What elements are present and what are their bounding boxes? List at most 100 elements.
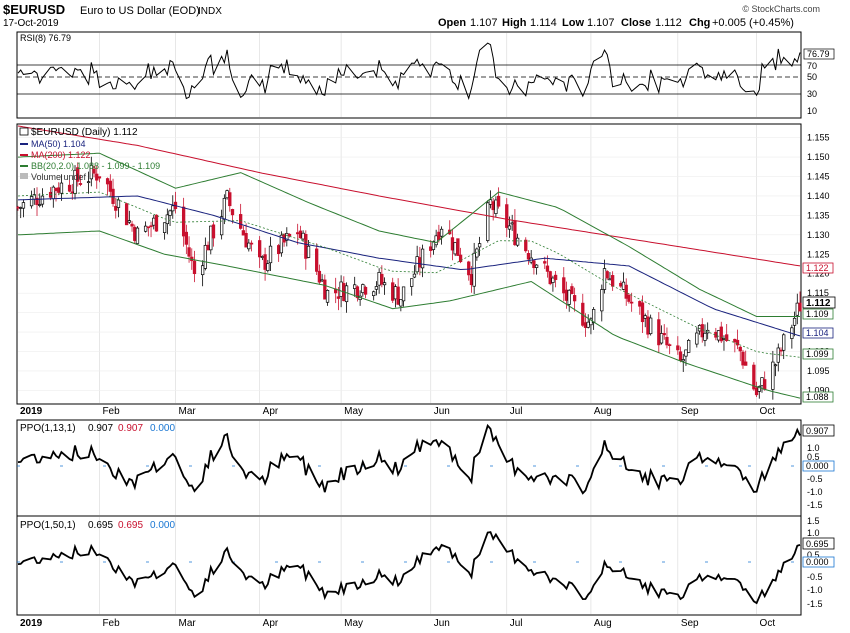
candle-body (57, 187, 61, 193)
candle-body (700, 324, 704, 338)
candle-body (551, 277, 555, 283)
candle-body (458, 254, 463, 263)
candle-body (230, 209, 235, 216)
candle-body (40, 195, 45, 205)
candle-body (393, 286, 398, 300)
open-label: Open (438, 17, 466, 29)
price-tick-label: 1.090 (807, 385, 830, 395)
candle-body (798, 302, 802, 312)
ppo1-zero-tag: 0.000 (806, 461, 829, 471)
ppo2-tick-1-5: 1.5 (807, 516, 820, 526)
candle-body (135, 227, 140, 244)
candle-body (76, 167, 80, 182)
candle-body (374, 286, 379, 290)
candle-body (469, 274, 474, 286)
candle-body (143, 225, 148, 232)
candle-body (450, 237, 455, 251)
ppo1-legend-v2: 0.907 (118, 423, 143, 434)
candle-body (298, 230, 303, 239)
candle-body (263, 254, 267, 270)
candle-body (154, 214, 159, 232)
candle-body (738, 346, 742, 352)
low-value: 1.107 (587, 17, 615, 29)
candle-body (505, 204, 509, 228)
ppo1-tick-neg1: -1.0 (807, 487, 823, 497)
x-axis-label: Sep (681, 406, 699, 417)
rsi-legend: RSI(8) 76.79 (20, 33, 71, 43)
ppo1-tick-0-5: 0.5 (807, 452, 820, 462)
candle-body (59, 182, 64, 194)
candle-body (380, 273, 384, 285)
candle-body (415, 256, 419, 273)
candle-body (752, 364, 756, 390)
candle-body (548, 271, 552, 285)
month-gridlines (99, 33, 757, 614)
price-tick-label: 1.145 (807, 172, 830, 182)
candle-body (439, 228, 444, 237)
price-tags: 1.122 1.112 1.109 1.104 1.099 1.088 (802, 262, 836, 403)
symbol: $EURUSD (3, 2, 65, 17)
candle-body (431, 241, 436, 250)
candle-body (472, 252, 476, 287)
candle-body (184, 231, 188, 245)
rsi-level-10: 10 (807, 106, 817, 116)
ppo1-tick-1: 1.0 (807, 443, 820, 453)
ppo1-legend-v1: 0.907 (88, 423, 113, 434)
candle-body (545, 265, 550, 272)
candle-body (86, 181, 91, 184)
candle-body (249, 242, 254, 245)
candle-body (127, 220, 131, 223)
candle-body (477, 243, 482, 248)
legend-ma50: MA(50) 1.104 (31, 139, 86, 149)
candle-body (382, 282, 387, 286)
candle-body (266, 263, 270, 271)
candle-body (665, 336, 669, 346)
candle-body (646, 316, 650, 335)
x-axis-labels: 2019 Feb Mar Apr May Jun Jul Aug Sep Oct (20, 406, 775, 417)
candle-body (363, 286, 368, 295)
candle-body (488, 199, 493, 205)
candle-body (361, 284, 365, 294)
price-gridlines (18, 137, 800, 391)
candle-body (515, 237, 520, 246)
candle-body (716, 330, 721, 341)
candle-body (116, 199, 121, 208)
legend-volume: Volume undef (31, 172, 87, 182)
candle-body (146, 226, 150, 229)
ppo2-legend-v3: 0.000 (150, 520, 175, 531)
candle-body (638, 301, 642, 307)
candle-body (279, 234, 284, 254)
candle-body (494, 199, 498, 214)
tag-ma50: 1.104 (806, 328, 829, 338)
candle-body (54, 187, 58, 192)
candle-body (73, 169, 77, 195)
candle-body (434, 235, 438, 246)
open-value: 1.107 (470, 17, 498, 29)
candle-body (735, 339, 740, 346)
candle-body (287, 233, 292, 237)
bollinger-mid-line (17, 191, 801, 358)
candle-body (496, 195, 501, 207)
candle-body (600, 289, 604, 312)
price-tick-label: 1.150 (807, 152, 830, 162)
x-axis-label: Jul (510, 406, 523, 417)
candle-body (258, 240, 262, 258)
candle-body (344, 285, 349, 303)
ma50-line (17, 195, 801, 337)
x-axis-label: May (344, 406, 363, 417)
candle-body (260, 256, 265, 258)
price-tick-label: 1.125 (807, 249, 830, 259)
ppo2-tick-0-5: 0.5 (807, 550, 820, 560)
candle-body (401, 286, 406, 302)
price-tick-label: 1.130 (807, 230, 830, 240)
candle-body (741, 351, 745, 366)
candle-body (285, 232, 289, 241)
candle-body (97, 176, 102, 179)
x-axis-label-bottom: Mar (178, 618, 196, 629)
ppo2-line (17, 531, 801, 605)
chg-value: +0.005 (+0.45%) (712, 17, 794, 29)
candle-body (678, 351, 683, 361)
rsi-tag (803, 48, 835, 60)
candle-body (757, 386, 761, 392)
